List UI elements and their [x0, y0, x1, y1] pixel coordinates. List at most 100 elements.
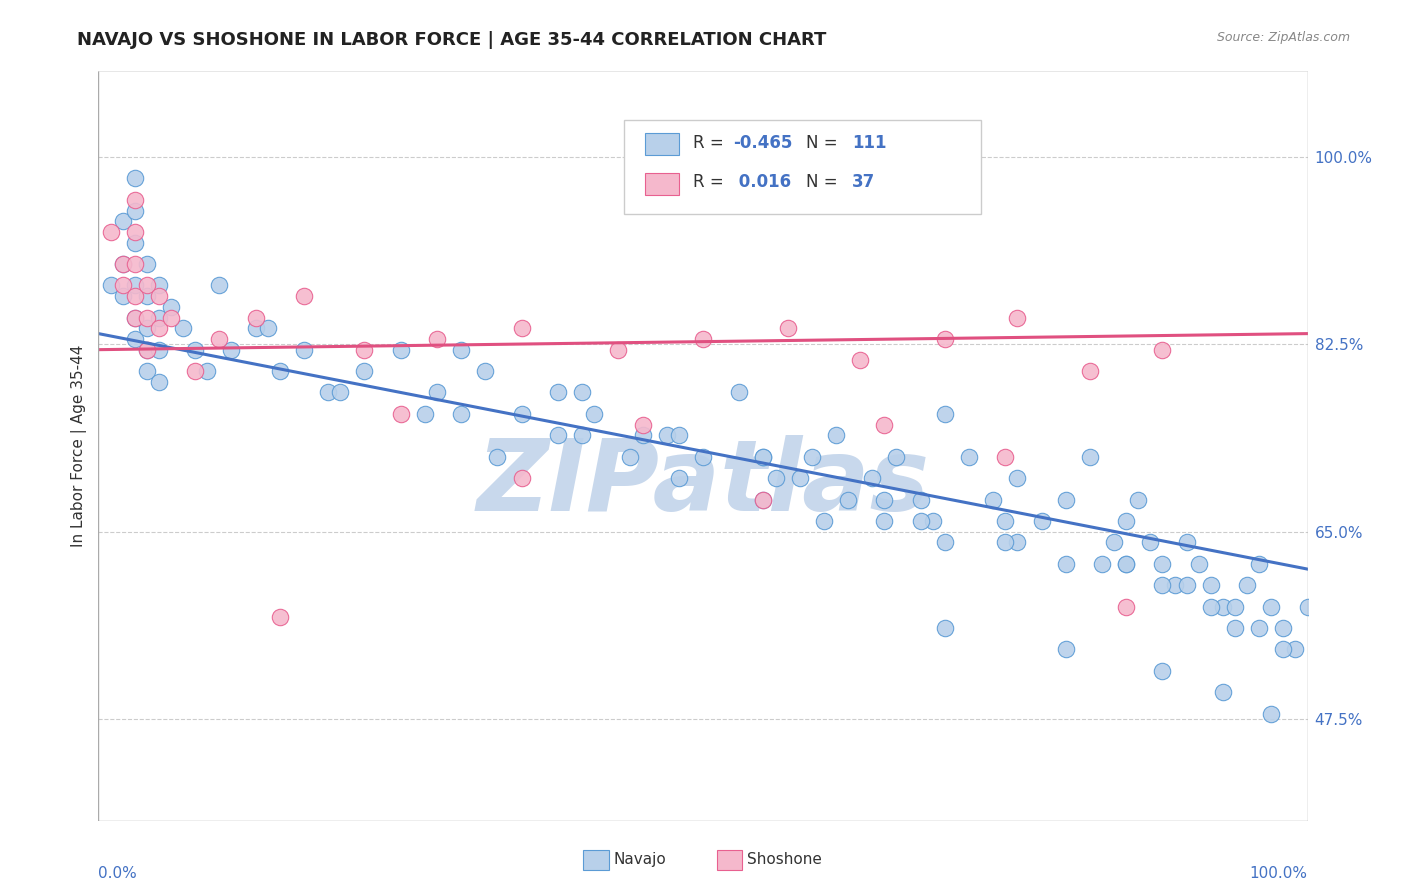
Point [752, 450, 775, 464]
Point [1152, 578, 1174, 592]
Point [1199, 599, 1222, 614]
Point [934, 407, 956, 421]
Point [208, 278, 231, 293]
Point [221, 343, 243, 357]
Point [776, 321, 799, 335]
FancyBboxPatch shape [624, 120, 981, 214]
Point [184, 364, 207, 378]
Point [474, 364, 496, 378]
Point [135, 343, 157, 357]
Point [860, 471, 883, 485]
Point [981, 492, 1004, 507]
Point [813, 514, 835, 528]
Point [124, 225, 146, 239]
Point [1102, 535, 1125, 549]
Point [1199, 578, 1222, 592]
Point [124, 257, 146, 271]
Point [135, 257, 157, 271]
Point [269, 610, 291, 624]
Point [1128, 492, 1150, 507]
Point [1272, 621, 1295, 635]
Point [873, 492, 896, 507]
Point [1091, 557, 1114, 571]
Point [1007, 471, 1029, 485]
Point [135, 343, 157, 357]
Point [135, 321, 157, 335]
Point [111, 214, 134, 228]
Point [329, 385, 352, 400]
Text: Source: ZipAtlas.com: Source: ZipAtlas.com [1216, 31, 1350, 45]
Point [1284, 642, 1306, 657]
Point [1272, 642, 1295, 657]
Point [184, 343, 207, 357]
Point [547, 428, 569, 442]
Point [1054, 642, 1077, 657]
Text: ZIPatlas: ZIPatlas [477, 435, 929, 532]
Point [124, 289, 146, 303]
Text: 111: 111 [852, 134, 886, 152]
Point [728, 385, 751, 400]
Point [148, 289, 170, 303]
Text: 37: 37 [852, 173, 875, 191]
Point [135, 289, 157, 303]
Text: -0.465: -0.465 [734, 134, 793, 152]
Point [837, 492, 859, 507]
Point [583, 407, 606, 421]
Point [1115, 599, 1137, 614]
Point [160, 310, 183, 325]
Point [269, 364, 291, 378]
Point [111, 289, 134, 303]
Text: 0.016: 0.016 [734, 173, 792, 191]
Point [245, 321, 267, 335]
Point [957, 450, 980, 464]
Point [752, 450, 775, 464]
Text: Navajo: Navajo [613, 853, 666, 867]
Point [124, 332, 146, 346]
Point [389, 343, 412, 357]
Point [1175, 535, 1198, 549]
Point [631, 417, 654, 432]
Point [1139, 535, 1161, 549]
Point [752, 492, 775, 507]
Point [1260, 599, 1282, 614]
Y-axis label: In Labor Force | Age 35-44: In Labor Force | Age 35-44 [72, 345, 87, 547]
Point [1115, 557, 1137, 571]
Point [607, 343, 630, 357]
Point [571, 385, 593, 400]
Point [353, 364, 375, 378]
Point [100, 278, 122, 293]
Point [1007, 310, 1029, 325]
Point [619, 450, 641, 464]
Point [873, 514, 896, 528]
Point [111, 278, 134, 293]
Point [873, 417, 896, 432]
Point [1188, 557, 1211, 571]
Point [1223, 599, 1246, 614]
Point [208, 332, 231, 346]
Point [450, 343, 472, 357]
Point [1296, 599, 1319, 614]
Point [800, 450, 823, 464]
Point [148, 343, 170, 357]
Point [1163, 578, 1185, 592]
Point [571, 428, 593, 442]
Point [124, 203, 146, 218]
Text: NAVAJO VS SHOSHONE IN LABOR FORCE | AGE 35-44 CORRELATION CHART: NAVAJO VS SHOSHONE IN LABOR FORCE | AGE … [77, 31, 827, 49]
Point [124, 235, 146, 250]
Point [124, 171, 146, 186]
Point [245, 310, 267, 325]
Point [148, 278, 170, 293]
Point [1175, 578, 1198, 592]
Point [825, 428, 848, 442]
Point [1212, 599, 1234, 614]
Point [1078, 450, 1101, 464]
Point [994, 450, 1017, 464]
Bar [645, 172, 679, 195]
Point [1078, 364, 1101, 378]
Point [849, 353, 872, 368]
Point [389, 407, 412, 421]
Point [100, 225, 122, 239]
Point [256, 321, 278, 335]
Text: N =: N = [806, 134, 842, 152]
Point [934, 332, 956, 346]
